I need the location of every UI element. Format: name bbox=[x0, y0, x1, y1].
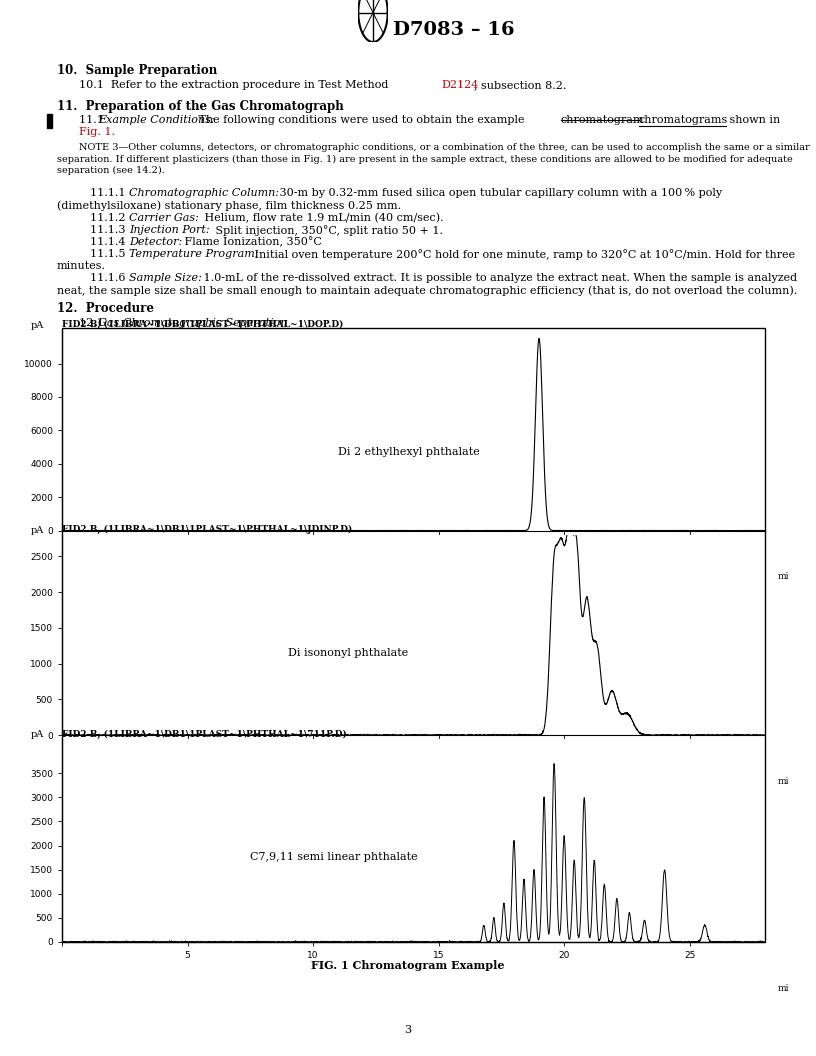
Text: FID2 B, (1LIBRA~1\DB1\1PLAST~1\PHTHAL~1\JDINP.D): FID2 B, (1LIBRA~1\DB1\1PLAST~1\PHTHAL~1\… bbox=[62, 525, 353, 534]
Text: 3: 3 bbox=[405, 1025, 411, 1035]
Text: FID2 B, (1LIBRA~1\DB1\1PLAST~1\PHTHAL~1\DOP.D): FID2 B, (1LIBRA~1\DB1\1PLAST~1\PHTHAL~1\… bbox=[62, 320, 344, 329]
Text: Flame Ionization, 350°C: Flame Ionization, 350°C bbox=[181, 237, 322, 248]
Text: 11.  Preparation of the Gas Chromatograph: 11. Preparation of the Gas Chromatograph bbox=[57, 100, 344, 113]
Text: 30-m by 0.32-mm fused silica open tubular capillary column with a 100 % poly: 30-m by 0.32-mm fused silica open tubula… bbox=[276, 188, 722, 199]
Text: , subsection 8.2.: , subsection 8.2. bbox=[474, 80, 566, 90]
Text: Detector:: Detector: bbox=[129, 237, 182, 247]
Text: Temperature Program:: Temperature Program: bbox=[129, 249, 259, 259]
Text: Initial oven temperature 200°C hold for one minute, ramp to 320°C at 10°C/min. H: Initial oven temperature 200°C hold for … bbox=[251, 249, 795, 260]
Text: separation. If different plasticizers (than those in Fig. 1) are present in the : separation. If different plasticizers (t… bbox=[57, 154, 793, 164]
Text: 1.0-mL of the re-dissolved extract. It is possible to analyze the extract neat. : 1.0-mL of the re-dissolved extract. It i… bbox=[200, 274, 797, 283]
Text: FIG. 1 Chromatogram Example: FIG. 1 Chromatogram Example bbox=[311, 960, 505, 972]
Y-axis label: pA: pA bbox=[31, 731, 44, 739]
Text: (dimethylsiloxane) stationary phase, film thickness 0.25 mm.: (dimethylsiloxane) stationary phase, fil… bbox=[57, 200, 401, 210]
Text: 11.1.1: 11.1.1 bbox=[90, 188, 132, 199]
Text: 11.1.3: 11.1.3 bbox=[90, 225, 132, 235]
Text: D2124: D2124 bbox=[441, 80, 478, 90]
Text: D7083 – 16: D7083 – 16 bbox=[393, 21, 515, 39]
Text: 10.1  Refer to the extraction procedure in Test Method: 10.1 Refer to the extraction procedure i… bbox=[79, 80, 392, 90]
Text: Di 2 ethylhexyl phthalate: Di 2 ethylhexyl phthalate bbox=[338, 448, 480, 457]
Text: Fig. 1.: Fig. 1. bbox=[79, 127, 115, 137]
Y-axis label: pA: pA bbox=[31, 321, 44, 331]
Text: Gas Chromatographic Separation: Gas Chromatographic Separation bbox=[99, 318, 288, 328]
Text: neat, the sample size shall be small enough to maintain adequate chromatographic: neat, the sample size shall be small eno… bbox=[57, 285, 797, 296]
Text: mi: mi bbox=[778, 984, 789, 993]
Text: separation (see 14.2).: separation (see 14.2). bbox=[57, 166, 165, 175]
Text: 11.1: 11.1 bbox=[79, 115, 111, 125]
Text: Chromatographic Column:: Chromatographic Column: bbox=[129, 188, 279, 199]
Text: 11.1.5: 11.1.5 bbox=[90, 249, 132, 259]
Text: mi: mi bbox=[778, 777, 789, 786]
Text: 12.1: 12.1 bbox=[79, 318, 111, 328]
Text: mi: mi bbox=[778, 572, 789, 581]
Text: 11.1.2: 11.1.2 bbox=[90, 213, 132, 223]
Text: minutes.: minutes. bbox=[57, 261, 106, 271]
Text: C7,9,11 semi linear phthalate: C7,9,11 semi linear phthalate bbox=[251, 852, 418, 862]
Text: Sample Size:: Sample Size: bbox=[129, 274, 202, 283]
Text: shown in: shown in bbox=[725, 115, 780, 125]
Text: The following conditions were used to obtain the example: The following conditions were used to ob… bbox=[196, 115, 529, 125]
Text: 12.  Procedure: 12. Procedure bbox=[57, 302, 154, 315]
Text: Split injection, 350°C, split ratio 50 + 1.: Split injection, 350°C, split ratio 50 +… bbox=[212, 225, 443, 235]
Text: 10.  Sample Preparation: 10. Sample Preparation bbox=[57, 64, 217, 77]
Text: 11.1.4: 11.1.4 bbox=[90, 237, 132, 247]
Text: Helium, flow rate 1.9 mL/min (40 cm/sec).: Helium, flow rate 1.9 mL/min (40 cm/sec)… bbox=[201, 213, 444, 223]
Y-axis label: pA: pA bbox=[31, 526, 44, 534]
Text: chromatogram: chromatogram bbox=[561, 115, 644, 125]
Text: Example Conditions:: Example Conditions: bbox=[99, 115, 215, 125]
Text: 11.1.6: 11.1.6 bbox=[90, 274, 132, 283]
Text: Carrier Gas:: Carrier Gas: bbox=[129, 213, 199, 223]
Text: Di isononyl phthalate: Di isononyl phthalate bbox=[288, 648, 408, 659]
Text: FID2 B, (1LIBRA~1\DB1\1PLAST~1\PHTHAL~1\711P.D): FID2 B, (1LIBRA~1\DB1\1PLAST~1\PHTHAL~1\… bbox=[62, 730, 347, 739]
Text: chromatograms: chromatograms bbox=[638, 115, 728, 125]
Text: NOTE 3—Other columns, detectors, or chromatographic conditions, or a combination: NOTE 3—Other columns, detectors, or chro… bbox=[79, 143, 809, 152]
Text: Injection Port:: Injection Port: bbox=[129, 225, 210, 235]
